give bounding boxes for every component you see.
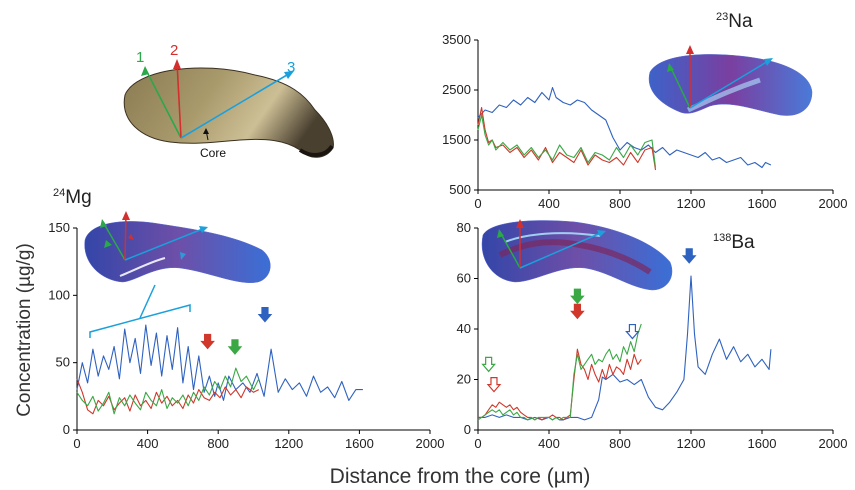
marker-arrow-t2 xyxy=(486,377,502,393)
na-element-label: 23Na xyxy=(716,11,753,32)
marker-arrow-t2 xyxy=(570,303,585,320)
y-tick-label: 50 xyxy=(56,355,70,370)
na-symbol: Na xyxy=(728,11,753,32)
y-tick-label: 40 xyxy=(457,321,471,336)
y-tick-label: 1500 xyxy=(442,132,471,147)
ba-element-label: 138Ba xyxy=(713,232,755,253)
x-tick-label: 2000 xyxy=(416,436,445,451)
mg-mass-number: 24 xyxy=(53,187,65,199)
x-tick-label: 400 xyxy=(538,196,560,211)
transect-arrow-2 xyxy=(176,61,182,139)
x-tick-label: 400 xyxy=(538,436,560,451)
y-tick-label: 0 xyxy=(464,422,471,437)
transect-arrow-1 xyxy=(144,67,182,139)
x-tick-label: 0 xyxy=(474,196,481,211)
mg-symbol: Mg xyxy=(65,187,91,208)
mg-element-map xyxy=(84,211,271,283)
transect-number-1: 1 xyxy=(136,49,144,66)
marker-arrow-t1 xyxy=(570,288,585,305)
y-tick-label: 0 xyxy=(63,422,70,437)
marker-arrow-t3 xyxy=(625,323,640,340)
marker-arrow-t3 xyxy=(681,248,697,264)
y-tick-label: 3500 xyxy=(442,32,471,47)
marker-arrow-t3 xyxy=(257,306,273,323)
series-line-t1 xyxy=(76,367,260,415)
y-axis-label: Concentration (µg/g) xyxy=(14,243,35,417)
y-tick-label: 100 xyxy=(48,287,70,302)
x-tick-label: 1600 xyxy=(748,436,777,451)
y-tick-label: 150 xyxy=(48,220,70,235)
transect-number-3: 3 xyxy=(287,59,295,76)
series-line-t2 xyxy=(76,378,260,415)
x-tick-label: 1200 xyxy=(677,436,706,451)
y-tick-label: 60 xyxy=(457,271,471,286)
x-tick-label: 400 xyxy=(137,436,159,451)
marker-arrow-t1 xyxy=(481,356,496,373)
ba-element-map xyxy=(481,219,673,291)
ba-symbol: Ba xyxy=(731,232,755,253)
x-axis-label: Distance from the core (µm) xyxy=(330,465,591,488)
x-tick-label: 0 xyxy=(73,436,80,451)
mg-panel: 24Mg xyxy=(53,187,271,338)
series-line-t2 xyxy=(477,106,657,171)
x-tick-label: 1200 xyxy=(274,436,303,451)
mg-element-label: 24Mg xyxy=(53,187,92,208)
series-line-t3 xyxy=(477,86,772,169)
mg-zoom-callout xyxy=(89,284,191,338)
series-line-t3 xyxy=(76,324,363,401)
series-line-t1 xyxy=(477,323,642,421)
x-tick-label: 2000 xyxy=(819,436,848,451)
x-tick-label: 2000 xyxy=(819,196,848,211)
ba-mass-number: 138 xyxy=(713,232,731,244)
transect-arrowhead-3 xyxy=(284,71,294,79)
x-tick-label: 1600 xyxy=(748,196,777,211)
na-mass-number: 23 xyxy=(716,11,728,23)
x-tick-label: 1200 xyxy=(677,196,706,211)
x-tick-label: 800 xyxy=(609,436,631,451)
na-chart: 500 1500 2500 3500 0 400 800 1200 1600 2000 xyxy=(442,32,847,211)
series-line-t1 xyxy=(477,114,657,168)
marker-arrow-t2 xyxy=(200,333,215,350)
x-tick-label: 1600 xyxy=(345,436,374,451)
y-tick-label: 20 xyxy=(457,372,471,387)
na-element-map xyxy=(648,45,813,116)
x-tick-label: 800 xyxy=(609,196,631,211)
y-tick-label: 500 xyxy=(449,182,471,197)
y-tick-label: 2500 xyxy=(442,82,471,97)
transect-arrowhead-2 xyxy=(173,59,181,69)
y-tick-label: 80 xyxy=(457,220,471,235)
x-tick-label: 0 xyxy=(474,436,481,451)
x-tick-label: 800 xyxy=(207,436,229,451)
series-line-t2 xyxy=(478,348,642,421)
transect-arrow-3 xyxy=(180,71,293,139)
transect-arrowhead-1 xyxy=(141,66,149,76)
otolith-shape xyxy=(123,67,334,158)
marker-arrow-t1 xyxy=(227,339,243,355)
core-label: Core xyxy=(200,146,226,160)
mg-chart: 0 50 100 150 0 400 800 1200 1600 2000 xyxy=(48,220,444,451)
series-line-t3 xyxy=(478,275,772,421)
otolith-photo: 1 2 3 Core xyxy=(123,42,334,160)
transect-number-2: 2 xyxy=(170,42,178,59)
